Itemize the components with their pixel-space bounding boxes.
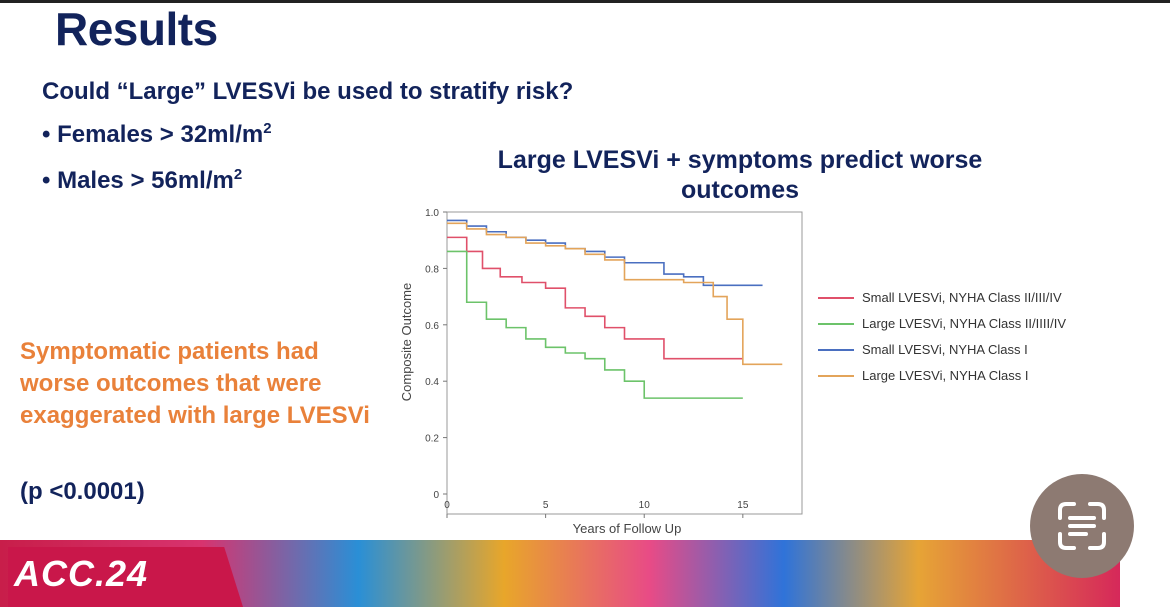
y-tick-label: 0.6 xyxy=(425,321,439,332)
bullet-males: • Males > 56ml/m2 xyxy=(42,166,243,194)
acc24-logo: ACC.24 xyxy=(8,547,243,607)
chart-title: Large LVESVi + symptoms predict worse ou… xyxy=(440,145,1040,205)
bullet-males-sup: 2 xyxy=(233,166,243,183)
symptomatic-note: Symptomatic patients had worse outcomes … xyxy=(20,338,370,429)
chart-title-line1: Large LVESVi + symptoms predict worse xyxy=(497,146,983,174)
y-tick-label: 0 xyxy=(433,490,439,501)
legend-swatch xyxy=(818,375,854,377)
legend-label: Small LVESVi, NYHA Class II/III/IV xyxy=(862,290,1062,305)
series-line-2 xyxy=(447,219,763,287)
legend-swatch xyxy=(818,323,854,325)
x-tick-label: 0 xyxy=(444,500,450,511)
top-border xyxy=(0,0,1170,3)
slide-question: Could “Large” LVESVi be used to stratify… xyxy=(42,78,574,105)
series-line-3 xyxy=(447,222,783,366)
y-tick-label: 0.4 xyxy=(425,377,439,388)
legend-swatch xyxy=(818,349,854,351)
bullet-females-sup: 2 xyxy=(263,120,272,137)
y-axis-label: Composite Outcome xyxy=(399,283,414,402)
series-line-1 xyxy=(447,250,743,399)
chart-title-line2: outcomes xyxy=(680,176,800,204)
acc24-logo-text: ACC.24 xyxy=(14,553,149,594)
slide-title: Results xyxy=(55,3,218,55)
x-tick-label: 5 xyxy=(543,500,549,511)
y-tick-label: 0.2 xyxy=(425,434,439,445)
bullet-females-text: Females > 32ml/m xyxy=(57,121,264,148)
km-chart: 0 0.2 0.4 0.6 0.8 1.0 0 5 10 15 Years of Follow Up… xyxy=(399,208,803,536)
y-tick-label: 0.8 xyxy=(425,264,439,275)
text-scan-button[interactable] xyxy=(1030,474,1134,578)
plot-frame xyxy=(446,211,803,515)
bullet-males-text: Males > 56ml/m xyxy=(57,167,234,194)
text-scan-icon xyxy=(1058,502,1106,550)
p-value: (p <0.0001) xyxy=(20,478,145,505)
legend-label: Small LVESVi, NYHA Class I xyxy=(862,342,1028,357)
series-line-0 xyxy=(447,236,743,360)
x-tick-label: 10 xyxy=(639,500,651,511)
legend-label: Large LVESVi, NYHA Class II/IIII/IV xyxy=(862,316,1066,331)
y-tick-label: 1.0 xyxy=(425,208,439,219)
legend-label: Large LVESVi, NYHA Class I xyxy=(862,368,1029,383)
x-tick-label: 15 xyxy=(737,500,749,511)
bullet-females: • Females > 32ml/m2 xyxy=(42,120,272,148)
x-axis-label: Years of Follow Up xyxy=(573,521,682,536)
legend-swatch xyxy=(818,297,854,299)
